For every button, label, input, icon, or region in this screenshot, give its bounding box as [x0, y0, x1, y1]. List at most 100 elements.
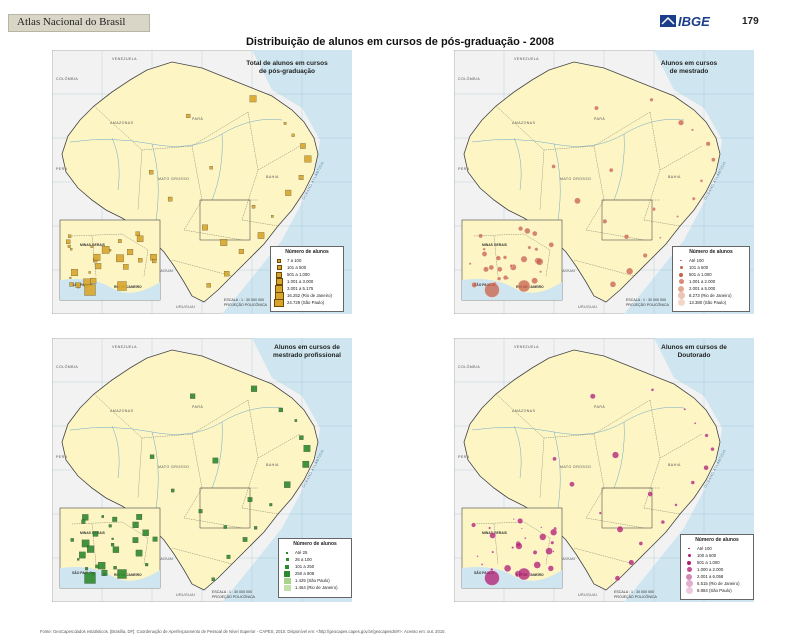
- data-symbol: [95, 263, 102, 270]
- map-label-peru: PERU: [458, 167, 470, 171]
- data-symbol: [693, 422, 697, 425]
- data-symbol: [111, 537, 114, 540]
- legend-item: 101 a 500: [673, 264, 749, 271]
- legend-item: 501 a 1.000: [673, 271, 749, 278]
- data-symbol: [533, 561, 541, 569]
- river: [471, 119, 685, 147]
- inset-label-sao-paulo: SÃO PAULO: [72, 570, 92, 575]
- data-symbol: [614, 575, 621, 581]
- data-symbol: [649, 97, 654, 102]
- page-title: Distribuição de alunos em cursos de pós-…: [245, 36, 555, 48]
- data-symbol: [496, 276, 502, 281]
- data-symbol: [152, 258, 157, 264]
- data-symbol: [484, 282, 500, 298]
- data-symbol: [81, 539, 90, 548]
- river: [111, 425, 120, 479]
- map-label-paraguai: PARAGUAI: [554, 557, 576, 561]
- map-label-uruguai: URUGUAI: [578, 593, 597, 597]
- data-symbol: [88, 271, 91, 274]
- state-border: [241, 507, 279, 515]
- data-symbol: [476, 555, 479, 558]
- data-symbol: [660, 519, 665, 525]
- data-symbol: [495, 255, 501, 261]
- data-symbol: [547, 565, 554, 572]
- scale-text: ESCALA : 1 : 30 000 000 PROJEÇÃO POLICÔNI…: [614, 590, 657, 599]
- data-symbol: [87, 545, 95, 553]
- state-border: [241, 219, 279, 227]
- data-symbol: [609, 281, 617, 288]
- state-border: [257, 145, 301, 171]
- data-symbol: [238, 248, 244, 254]
- legend-total: Número de alunos 7 a 100 101 a 500 501 a…: [270, 246, 344, 312]
- legend-item: 100 a 500: [681, 552, 753, 559]
- data-symbol: [103, 573, 106, 576]
- state-border: [257, 433, 301, 459]
- map-label-peru: PERU: [458, 455, 470, 459]
- map-label-bahia: BAHIA: [668, 463, 681, 467]
- data-symbol: [101, 569, 108, 576]
- data-symbol: [113, 566, 117, 570]
- data-symbol: [532, 230, 538, 237]
- legend-item: 1.001 a 2.000: [673, 278, 749, 285]
- data-symbol: [550, 528, 558, 536]
- data-symbol: [75, 282, 81, 288]
- data-symbol: [135, 549, 143, 557]
- data-symbol: [190, 393, 196, 399]
- data-symbol: [247, 497, 253, 502]
- state-border: [573, 259, 635, 277]
- map-label-para: PARÁ: [594, 405, 605, 409]
- state-border: [643, 507, 681, 515]
- data-symbol: [149, 454, 155, 459]
- legend-item: 1.000 a 2.000: [681, 566, 753, 573]
- data-symbol: [511, 546, 515, 549]
- data-symbol: [609, 167, 614, 173]
- data-symbol: [145, 563, 149, 567]
- data-symbol: [108, 524, 112, 528]
- data-symbol: [517, 518, 524, 524]
- river: [613, 421, 625, 489]
- data-symbol: [70, 248, 73, 251]
- data-symbol: [594, 105, 599, 111]
- data-symbol: [101, 246, 110, 254]
- data-symbol: [269, 503, 273, 507]
- state-border: [183, 145, 203, 231]
- map-label-uruguai: URUGUAI: [176, 593, 195, 597]
- legend-item: Até 100: [673, 257, 749, 264]
- data-symbol: [302, 460, 310, 468]
- data-symbol: [84, 284, 96, 296]
- data-symbol: [294, 419, 298, 422]
- data-symbol: [524, 536, 527, 540]
- data-symbol: [491, 550, 495, 554]
- data-symbol: [704, 433, 709, 438]
- map-label-colombia: COLÔMBIA: [458, 364, 480, 369]
- river: [211, 133, 223, 201]
- data-symbol: [211, 577, 215, 581]
- state-border: [593, 399, 651, 435]
- data-symbol: [70, 538, 74, 542]
- inset-label-sao-paulo: SÃO PAULO: [474, 282, 494, 287]
- data-symbol: [699, 179, 704, 183]
- data-symbol: [69, 276, 72, 279]
- data-symbol: [626, 267, 634, 275]
- data-symbol: [710, 447, 715, 452]
- river: [151, 431, 159, 509]
- legend-item: 2.001 a 6.058: [681, 573, 753, 580]
- map-label-peru: PERU: [56, 455, 68, 459]
- data-symbol: [223, 525, 227, 529]
- data-symbol: [138, 258, 143, 263]
- data-symbol: [532, 550, 538, 555]
- river: [69, 119, 283, 147]
- legend-item: 101 a 500: [271, 264, 343, 271]
- map-label-venezuela: VENEZUELA: [112, 57, 137, 61]
- state-border: [659, 433, 703, 459]
- data-symbol: [251, 204, 256, 209]
- data-symbol: [488, 264, 494, 271]
- data-symbol: [569, 481, 575, 487]
- atlas-title: Atlas Nacional do Brasil: [17, 16, 126, 28]
- legend-item: 501 a 1.000: [681, 559, 753, 566]
- data-symbol: [110, 543, 115, 547]
- map-label-amazonas: AMAZONAS: [512, 121, 536, 125]
- data-symbol: [253, 526, 258, 530]
- data-symbol: [82, 514, 89, 521]
- data-symbol: [480, 563, 484, 566]
